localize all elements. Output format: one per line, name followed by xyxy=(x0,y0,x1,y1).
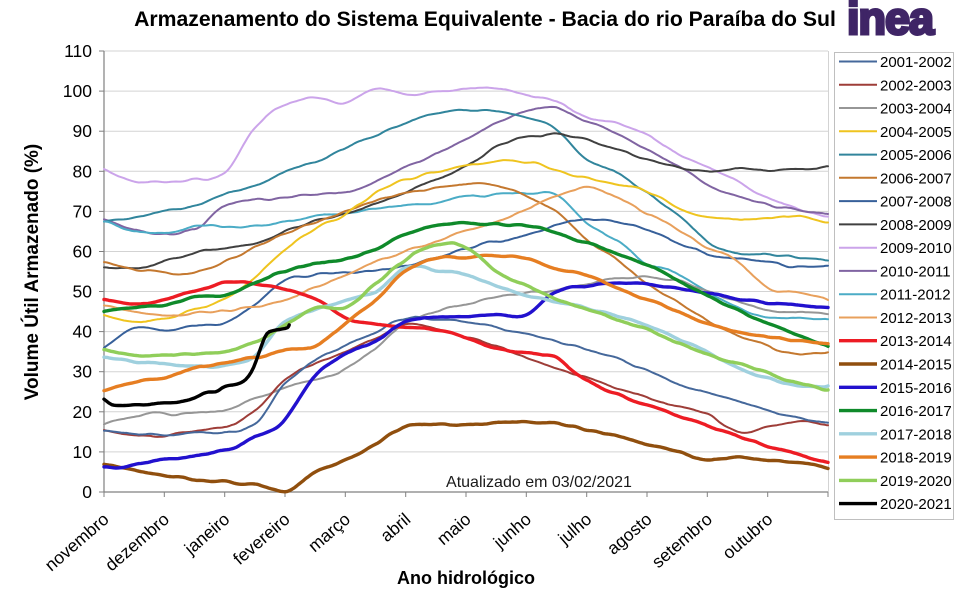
svg-text:40: 40 xyxy=(73,322,93,342)
svg-text:2019-2020: 2019-2020 xyxy=(880,473,952,490)
svg-text:2014-2015: 2014-2015 xyxy=(880,357,952,374)
svg-text:2005-2006: 2005-2006 xyxy=(880,147,952,164)
svg-text:2004-2005: 2004-2005 xyxy=(880,124,952,141)
svg-text:2002-2003: 2002-2003 xyxy=(880,77,952,94)
svg-text:110: 110 xyxy=(64,41,92,61)
svg-text:2006-2007: 2006-2007 xyxy=(880,170,952,187)
svg-text:2001-2002: 2001-2002 xyxy=(880,54,952,71)
svg-text:10: 10 xyxy=(73,442,93,462)
svg-text:30: 30 xyxy=(73,362,93,382)
svg-text:100: 100 xyxy=(63,81,92,101)
svg-text:2017-2018: 2017-2018 xyxy=(880,426,952,443)
svg-text:2011-2012: 2011-2012 xyxy=(880,287,951,304)
svg-text:0: 0 xyxy=(82,482,92,502)
svg-text:2020-2021: 2020-2021 xyxy=(880,496,952,513)
svg-text:2009-2010: 2009-2010 xyxy=(880,240,952,257)
svg-text:20: 20 xyxy=(73,402,93,422)
svg-text:2016-2017: 2016-2017 xyxy=(880,403,952,420)
svg-text:2018-2019: 2018-2019 xyxy=(880,450,952,467)
svg-text:50: 50 xyxy=(73,282,93,302)
svg-text:70: 70 xyxy=(73,201,93,221)
svg-text:Volume Útil Armazenado (%): Volume Útil Armazenado (%) xyxy=(21,144,43,401)
svg-text:2012-2013: 2012-2013 xyxy=(880,310,952,327)
svg-text:2007-2008: 2007-2008 xyxy=(880,194,952,211)
svg-text:Atualizado em 03/02/2021: Atualizado em 03/02/2021 xyxy=(446,474,632,491)
svg-text:80: 80 xyxy=(73,161,93,181)
svg-text:inea: inea xyxy=(847,0,935,44)
svg-text:2008-2009: 2008-2009 xyxy=(880,217,952,234)
svg-text:60: 60 xyxy=(73,242,93,262)
svg-text:Armazenamento do Sistema Equiv: Armazenamento do Sistema Equivalente - B… xyxy=(134,8,836,31)
svg-text:2003-2004: 2003-2004 xyxy=(880,101,952,118)
svg-text:2010-2011: 2010-2011 xyxy=(880,263,951,280)
svg-text:90: 90 xyxy=(73,121,93,141)
svg-text:2015-2016: 2015-2016 xyxy=(880,380,952,397)
svg-text:2013-2014: 2013-2014 xyxy=(880,333,952,350)
svg-text:Ano hidrológico: Ano hidrológico xyxy=(397,568,535,588)
